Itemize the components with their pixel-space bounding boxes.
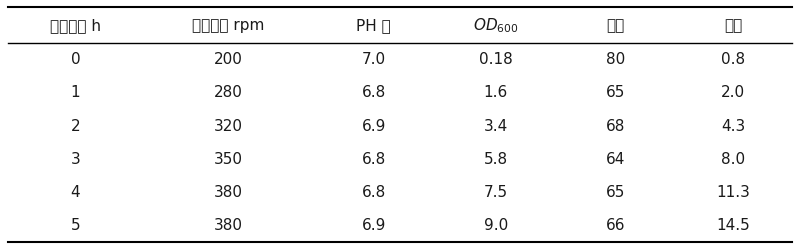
Text: 9.0: 9.0 <box>484 218 508 233</box>
Text: 0: 0 <box>70 52 80 67</box>
Text: 320: 320 <box>214 119 242 134</box>
Text: 65: 65 <box>606 185 626 200</box>
Text: 搅拌转速 rpm: 搅拌转速 rpm <box>192 18 264 33</box>
Text: 64: 64 <box>606 152 626 167</box>
Text: 6.9: 6.9 <box>362 119 386 134</box>
Text: PH 值: PH 值 <box>357 18 391 33</box>
Text: 200: 200 <box>214 52 242 67</box>
Text: 溶氧: 溶氧 <box>606 18 625 33</box>
Text: 3.4: 3.4 <box>484 119 508 134</box>
Text: 1.6: 1.6 <box>484 85 508 101</box>
Text: 5: 5 <box>70 218 80 233</box>
Text: 5.8: 5.8 <box>484 152 508 167</box>
Text: 66: 66 <box>606 218 626 233</box>
Text: 14.5: 14.5 <box>716 218 750 233</box>
Text: 350: 350 <box>214 152 242 167</box>
Text: 1: 1 <box>70 85 80 101</box>
Text: 7.5: 7.5 <box>484 185 508 200</box>
Text: 3: 3 <box>70 152 80 167</box>
Text: 8.0: 8.0 <box>721 152 746 167</box>
Text: 4: 4 <box>70 185 80 200</box>
Text: 280: 280 <box>214 85 242 101</box>
Text: 4.3: 4.3 <box>721 119 746 134</box>
Text: 2: 2 <box>70 119 80 134</box>
Text: 380: 380 <box>214 185 242 200</box>
Text: 2.0: 2.0 <box>721 85 746 101</box>
Text: 发酵时间 h: 发酵时间 h <box>50 18 101 33</box>
Text: 68: 68 <box>606 119 626 134</box>
Text: 0.18: 0.18 <box>479 52 513 67</box>
Text: 80: 80 <box>606 52 626 67</box>
Text: 65: 65 <box>606 85 626 101</box>
Text: 380: 380 <box>214 218 242 233</box>
Text: 11.3: 11.3 <box>716 185 750 200</box>
Text: 6.8: 6.8 <box>362 152 386 167</box>
Text: 0.8: 0.8 <box>721 52 746 67</box>
Text: 6.8: 6.8 <box>362 85 386 101</box>
Text: $\mathit{OD}_{600}$: $\mathit{OD}_{600}$ <box>473 16 518 35</box>
Text: 浓度: 浓度 <box>724 18 742 33</box>
Text: 7.0: 7.0 <box>362 52 386 67</box>
Text: 6.8: 6.8 <box>362 185 386 200</box>
Text: 6.9: 6.9 <box>362 218 386 233</box>
